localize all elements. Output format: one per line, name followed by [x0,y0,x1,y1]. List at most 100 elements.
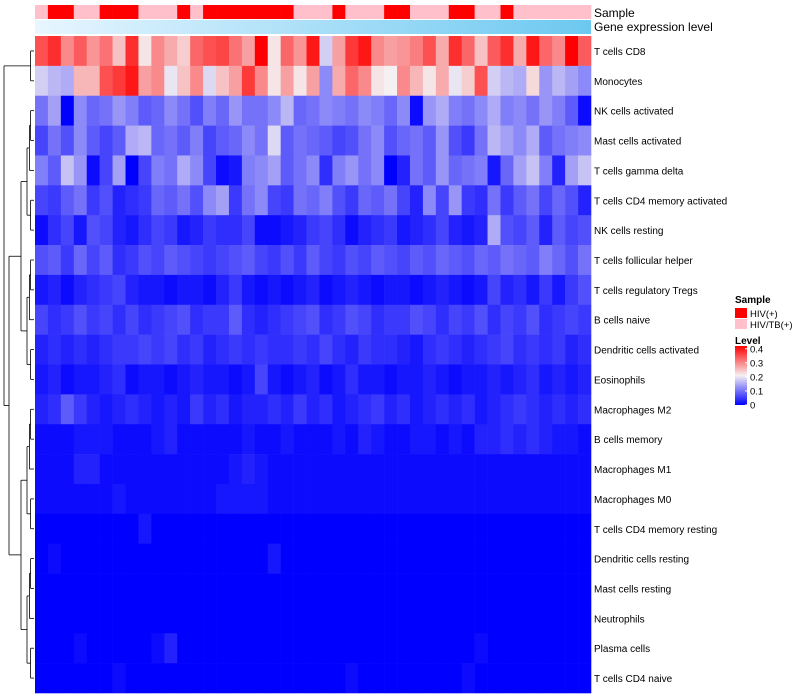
heatmap-cell [526,663,540,694]
heatmap-cell [138,215,152,246]
heatmap-cell [500,394,514,425]
heatmap-cell [319,454,333,485]
row-label: Mast cells resting [594,584,671,595]
heatmap-cell [138,95,152,126]
heatmap-cell [384,245,398,276]
heatmap-cell [138,125,152,156]
heatmap-cell [448,36,462,67]
heatmap-cell [112,483,126,515]
sample-annotation-cell [177,5,191,19]
sample-annotation-cell [448,5,462,19]
heatmap-cell [397,513,411,544]
heatmap-cell [319,334,333,365]
heatmap-cell [474,65,488,97]
heatmap-cell [99,543,113,574]
heatmap-cell [435,125,450,156]
heatmap-cell [461,274,475,306]
heatmap-cell [371,543,385,574]
heatmap-cell [190,394,204,425]
heatmap-cell [565,663,579,694]
heatmap-cell [267,155,281,186]
heatmap-cell [500,334,514,365]
heatmap-cell [73,334,88,365]
heatmap-cell [358,543,372,574]
heatmap-cell [293,245,307,276]
heatmap-cell [448,603,462,634]
heatmap-cell [409,364,424,395]
heatmap-cell [539,394,553,425]
heatmap-cell [177,185,191,216]
heatmap-cell [86,65,100,97]
heatmap-cell [267,304,281,335]
heatmap-cell [397,65,411,97]
sample-annotation-cell [86,5,100,19]
heatmap-cell [73,95,88,126]
heatmap-cell [293,394,307,425]
heatmap-cell [280,185,294,216]
heatmap-cell [448,125,462,156]
heatmap-cell [47,513,62,544]
heatmap-cell [358,125,372,156]
heatmap-cell [47,394,62,425]
heatmap-cell [500,513,514,544]
heatmap-cell [513,215,527,246]
heatmap-cell [345,513,359,544]
heatmap-cell [138,663,152,694]
heatmap-cell [47,155,62,186]
heatmap-cell [138,274,152,306]
row-label: T cells follicular helper [594,256,693,267]
heatmap-cell [73,603,88,634]
heatmap-cell [306,155,320,186]
heatmap-cell [332,424,346,455]
heatmap-cell [254,513,269,544]
sample-annotation-cell [190,5,204,19]
heatmap-cell [332,125,346,156]
heatmap-cell [487,364,501,395]
heatmap-cell [228,603,243,634]
sample-annotation-cell [565,5,579,19]
heatmap-cell [526,36,540,67]
heatmap-cell [60,65,75,97]
heatmap-cell [526,543,540,574]
heatmap-cell [358,334,372,365]
heatmap-cell [422,663,437,694]
heatmap-cell [241,424,256,455]
heatmap-cell [73,573,88,604]
heatmap-cell [267,483,281,515]
sample-annotation-cell [125,5,139,19]
heatmap-cell [539,125,553,156]
heatmap-cell [228,394,243,425]
heatmap-cell [151,424,165,455]
heatmap-cell [409,663,424,694]
heatmap-cell [397,663,411,694]
heatmap-cell [435,185,450,216]
heatmap-cell [526,215,540,246]
heatmap-cell [73,454,88,485]
heatmap-cell [332,304,346,335]
heatmap-cell [164,125,178,156]
heatmap-cell [99,125,113,156]
heatmap-cell [47,125,62,156]
heatmap-cell [280,155,294,186]
heatmap-cell [513,65,527,97]
heatmap-cell [319,483,333,515]
heatmap-cell [306,603,320,634]
sample-annotation-cell [306,5,320,19]
row-label: T cells regulatory Tregs [594,286,698,297]
heatmap-cell [435,245,450,276]
heatmap-cell [47,304,62,335]
heatmap-cell [461,483,475,515]
heatmap-cell [138,334,152,365]
heatmap-cell [319,573,333,604]
legend-level-tick-label: 0.3 [750,358,763,369]
heatmap-cell [306,424,320,455]
heatmap-cell [448,633,462,664]
heatmap-cell [435,603,450,634]
heatmap-cell [164,633,178,664]
heatmap-cell [190,633,204,664]
heatmap-cell [358,215,372,246]
sample-annotation-cell [319,5,333,19]
heatmap-cell [474,155,488,186]
sample-annotation-cell [422,5,437,19]
heatmap-cell [474,304,488,335]
